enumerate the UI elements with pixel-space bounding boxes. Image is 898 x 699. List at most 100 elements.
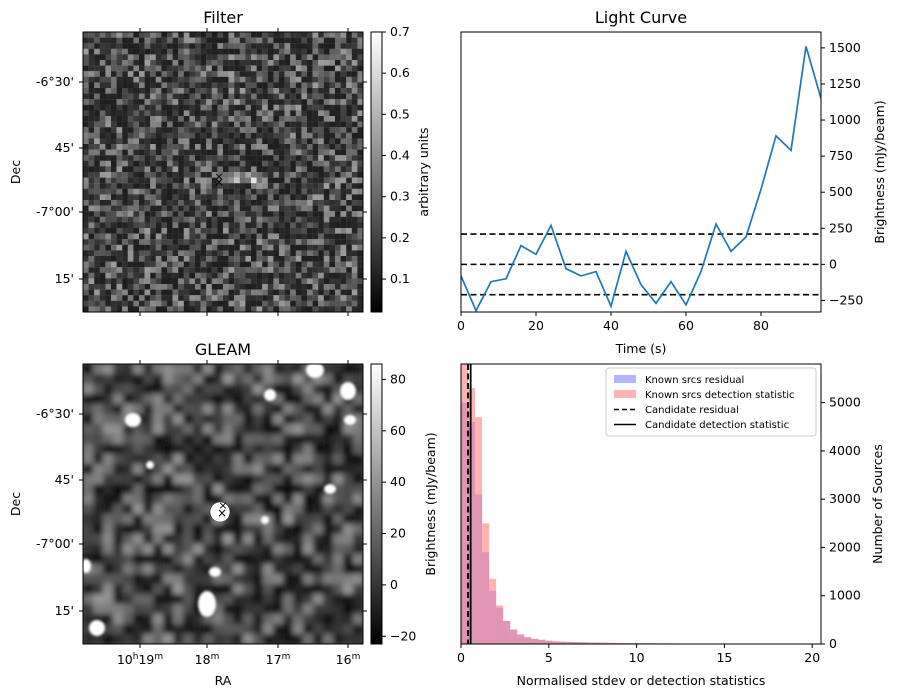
filter-pixel bbox=[178, 54, 184, 61]
filter-pixel bbox=[144, 222, 151, 229]
filter-pixel bbox=[206, 172, 212, 178]
filter-pixel bbox=[99, 278, 106, 285]
filter-pixel bbox=[211, 138, 218, 145]
filter-pixel bbox=[122, 261, 128, 268]
filter-pixel bbox=[307, 194, 313, 201]
filter-pixel bbox=[144, 194, 151, 201]
filter-pixel bbox=[295, 121, 302, 128]
filter-pixel bbox=[245, 211, 252, 217]
filter-pixel bbox=[267, 127, 274, 133]
filter-pixel bbox=[88, 43, 95, 49]
filter-pixel bbox=[256, 228, 263, 234]
gleam-pixel bbox=[233, 484, 244, 495]
filter-pixel bbox=[150, 172, 156, 178]
filter-pixel bbox=[323, 155, 330, 161]
gleam-pixel bbox=[153, 424, 164, 435]
filter-pixel bbox=[335, 222, 341, 229]
gleam-pixel bbox=[233, 514, 244, 525]
filter-pixel bbox=[346, 160, 352, 167]
filter-pixel bbox=[279, 82, 285, 89]
filter-pixel bbox=[150, 166, 156, 173]
filter-pixel bbox=[195, 149, 201, 156]
filter-pixel bbox=[211, 149, 218, 156]
filter-pixel bbox=[161, 284, 168, 290]
filter-pixel bbox=[195, 250, 201, 257]
gleam-pixel bbox=[333, 604, 344, 615]
filter-pixel bbox=[262, 71, 268, 77]
filter-pixel bbox=[340, 132, 347, 139]
filter-pixel bbox=[329, 284, 336, 290]
filter-pixel bbox=[144, 284, 151, 290]
gleam-pixel bbox=[223, 584, 234, 595]
gleam-source bbox=[89, 620, 105, 636]
gleam-pixel bbox=[233, 494, 244, 505]
filter-pixel bbox=[111, 99, 117, 105]
filter-pixel bbox=[267, 244, 274, 251]
filter-pixel bbox=[183, 71, 190, 77]
filter-pixel bbox=[228, 261, 235, 268]
filter-pixel bbox=[335, 54, 341, 61]
filter-pixel bbox=[267, 228, 274, 234]
filter-pixel bbox=[211, 43, 218, 49]
gleam-pixel bbox=[223, 564, 234, 575]
filter-pixel bbox=[307, 82, 313, 89]
filter-pixel bbox=[295, 172, 302, 178]
filter-pixel bbox=[83, 244, 89, 251]
filter-pixel bbox=[144, 99, 151, 105]
gleam-pixel bbox=[313, 514, 324, 525]
filter-pixel bbox=[183, 172, 190, 178]
gleam-pixel bbox=[353, 484, 363, 495]
gleam-pixel bbox=[303, 624, 314, 635]
filter-pixel bbox=[206, 82, 212, 89]
filter-pixel bbox=[357, 166, 363, 173]
filter-pixel bbox=[200, 211, 207, 217]
filter-pixel bbox=[223, 244, 229, 251]
gleam-pixel bbox=[133, 474, 144, 485]
filter-pixel bbox=[335, 200, 341, 206]
filter-pixel bbox=[273, 289, 280, 296]
filter-pixel bbox=[122, 194, 128, 201]
gleam-pixel bbox=[163, 564, 174, 575]
filter-pixel bbox=[105, 216, 112, 223]
filter-pixel bbox=[267, 289, 274, 296]
filter-pixel bbox=[262, 54, 268, 61]
filter-pixel bbox=[340, 289, 347, 296]
filter-pixel bbox=[307, 104, 313, 111]
gleam-pixel bbox=[313, 504, 324, 515]
gleam-pixel bbox=[213, 424, 224, 435]
gleam-pixel bbox=[93, 414, 104, 425]
gleam-pixel bbox=[123, 444, 134, 455]
filter-pixel bbox=[346, 194, 352, 201]
gleam-pixel bbox=[343, 614, 354, 625]
filter-pixel bbox=[279, 233, 285, 240]
gleam-pixel bbox=[253, 604, 264, 615]
filter-pixel bbox=[279, 104, 285, 111]
filter-pixel bbox=[139, 289, 145, 296]
gleam-pixel bbox=[273, 464, 284, 475]
filter-pixel bbox=[329, 155, 336, 161]
filter-pixel bbox=[127, 272, 134, 279]
filter-pixel bbox=[273, 121, 280, 128]
filter-pixel bbox=[323, 82, 330, 89]
filter-pixel bbox=[122, 295, 128, 301]
filter-pixel bbox=[279, 295, 285, 301]
gleam-pixel bbox=[103, 384, 114, 395]
filter-pixel bbox=[167, 54, 173, 61]
filter-pixel bbox=[200, 233, 207, 240]
filter-pixel bbox=[279, 48, 285, 55]
filter-pixel bbox=[94, 233, 100, 240]
gleam-pixel bbox=[343, 464, 354, 475]
filter-pixel bbox=[346, 121, 352, 128]
filter-pixel bbox=[167, 284, 173, 290]
filter-pixel bbox=[256, 194, 263, 201]
filter-pixel bbox=[99, 155, 106, 161]
gleam-pixel bbox=[263, 444, 274, 455]
filter-pixel bbox=[133, 300, 140, 307]
gleam-pixel bbox=[103, 634, 114, 644]
filter-colorbar-label: arbitrary units bbox=[416, 127, 431, 216]
filter-pixel bbox=[178, 172, 184, 178]
colorbar-tick-label: 0.4 bbox=[390, 148, 410, 163]
gleam-pixel bbox=[303, 504, 314, 515]
gleam-pixel bbox=[333, 434, 344, 445]
filter-pixel bbox=[161, 289, 168, 296]
